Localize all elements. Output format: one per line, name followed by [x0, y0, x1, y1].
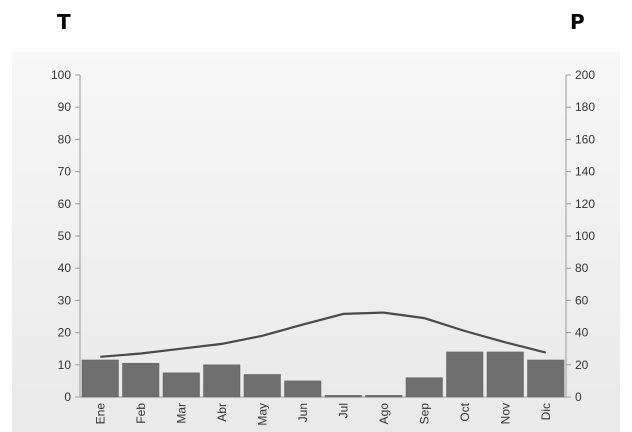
right-axis-label: P — [570, 10, 585, 34]
precipitation-bar — [243, 374, 281, 398]
category-label: Jun — [296, 403, 310, 422]
left-tick-label: 60 — [58, 197, 72, 211]
left-axis-ticks: 0 10 20 30 40 50 60 70 80 90 100 — [51, 68, 80, 404]
category-label: Mar — [174, 403, 188, 424]
left-tick-label: 40 — [58, 261, 72, 275]
left-tick-label: 50 — [58, 229, 72, 243]
precipitation-bar — [122, 362, 160, 398]
precipitation-bar — [81, 359, 119, 398]
category-label: Nov — [498, 403, 512, 424]
category-label: Oct — [458, 402, 472, 421]
category-label: Ene — [93, 403, 107, 425]
right-axis-ticks: 0 20 40 60 80 100 120 140 160 180 200 — [566, 68, 595, 404]
category-label: May — [255, 403, 269, 426]
category-label: Ago — [377, 403, 391, 425]
right-tick-label: 40 — [575, 326, 589, 340]
right-tick-label: 180 — [575, 100, 595, 114]
right-tick-label: 200 — [575, 68, 595, 82]
left-tick-label: 90 — [58, 100, 72, 114]
left-tick-label: 20 — [58, 326, 72, 340]
left-tick-label: 10 — [58, 358, 72, 372]
precipitation-bar — [527, 359, 565, 398]
category-label: Feb — [134, 403, 148, 424]
precipitation-bar — [446, 351, 484, 398]
category-label: Jul — [336, 403, 350, 418]
right-tick-label: 100 — [575, 229, 595, 243]
left-axis-label: T — [57, 10, 71, 34]
bar-series — [81, 351, 565, 398]
category-label: Abr — [215, 403, 229, 422]
category-labels: Ene Feb Mar Abr May Jun Jul Ago Sep Oct Nov Dic — [93, 402, 553, 425]
precipitation-bar — [203, 364, 241, 398]
temperature-line — [100, 311, 547, 358]
category-label: Dic — [539, 403, 553, 420]
line-series — [100, 311, 547, 358]
right-tick-label: 120 — [575, 197, 595, 211]
precipitation-bar — [486, 351, 524, 398]
right-tick-label: 20 — [575, 358, 589, 372]
left-tick-label: 80 — [58, 132, 72, 146]
precipitation-bar — [324, 395, 362, 398]
left-tick-label: 30 — [58, 293, 72, 307]
category-label: Sep — [417, 403, 431, 425]
precipitation-bar — [162, 372, 200, 398]
right-tick-label: 60 — [575, 293, 589, 307]
right-tick-label: 140 — [575, 165, 595, 179]
precipitation-bar — [284, 380, 322, 398]
left-tick-label: 100 — [51, 68, 71, 82]
right-tick-label: 80 — [575, 261, 589, 275]
right-tick-label: 160 — [575, 132, 595, 146]
right-tick-label: 0 — [575, 390, 582, 404]
left-tick-label: 0 — [64, 390, 71, 404]
left-tick-label: 70 — [58, 165, 72, 179]
precipitation-bar — [365, 395, 403, 398]
precipitation-bar — [405, 377, 443, 398]
